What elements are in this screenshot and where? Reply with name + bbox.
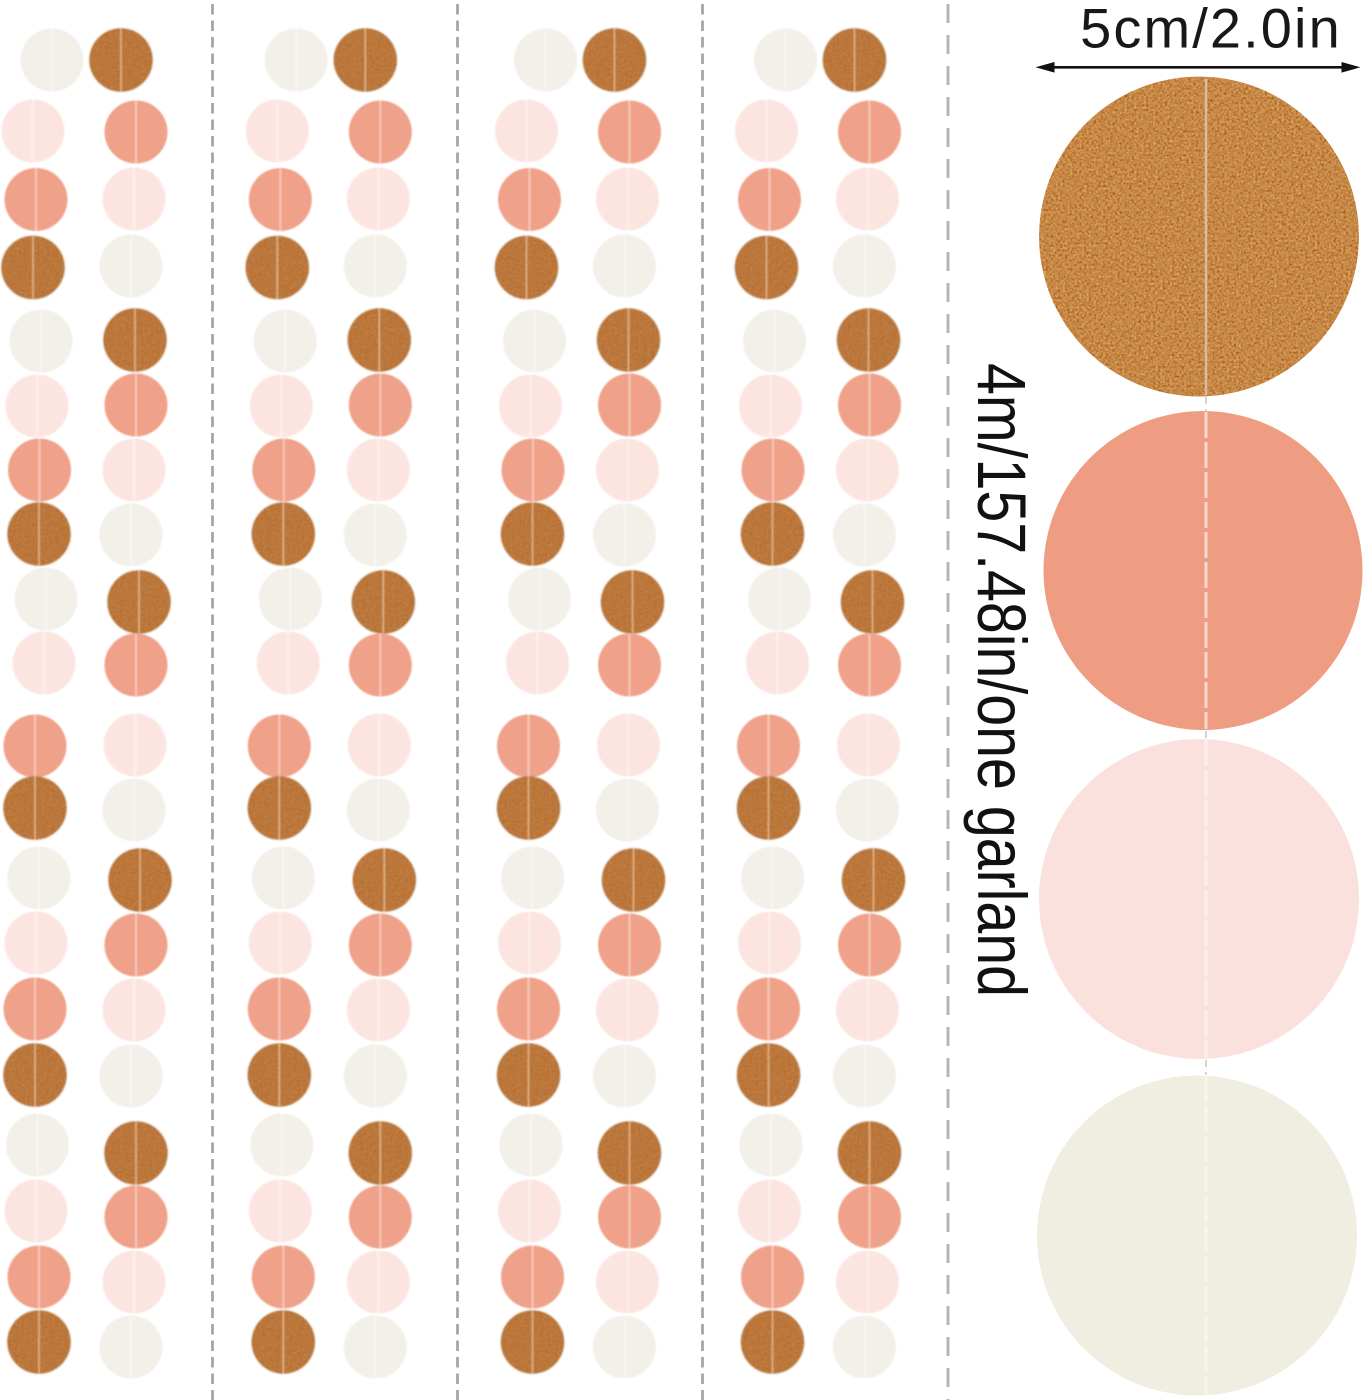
- svg-text:5cm/2.0in: 5cm/2.0in: [1080, 0, 1342, 60]
- svg-text:4m/157.48in/one garland: 4m/157.48in/one garland: [963, 363, 1040, 997]
